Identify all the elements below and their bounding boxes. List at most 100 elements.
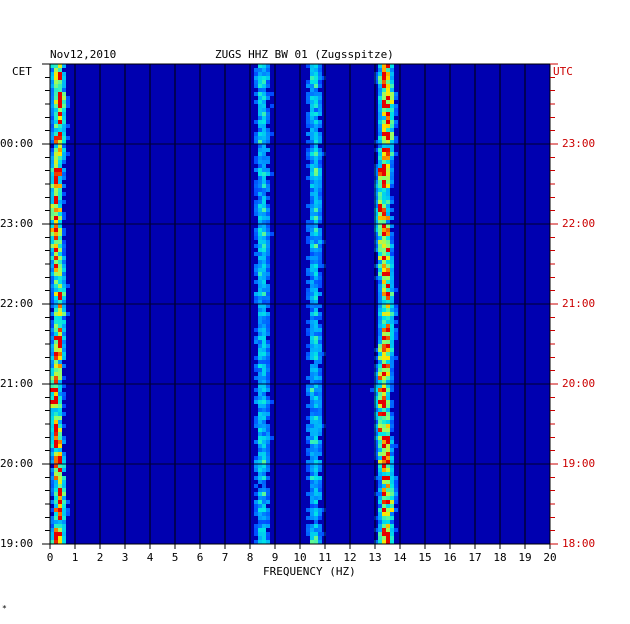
spectrogram-cell	[386, 236, 390, 240]
spectrogram-cell	[258, 80, 262, 84]
spectrogram-cell	[310, 376, 314, 380]
spectrogram-cell	[62, 392, 66, 396]
spectrogram-cell	[386, 356, 390, 360]
spectrogram-cell	[262, 268, 266, 272]
spectrogram-cell	[58, 360, 62, 364]
spectrogram-cell	[50, 272, 54, 276]
spectrogram-cell	[62, 480, 66, 484]
spectrogram-cell	[314, 76, 318, 80]
spectrogram-cell	[314, 476, 318, 480]
spectrogram-cell	[62, 272, 66, 276]
spectrogram-cell	[386, 448, 390, 452]
spectrogram-cell	[318, 416, 322, 420]
spectrogram-cell	[382, 180, 386, 184]
spectrogram-cell	[382, 416, 386, 420]
spectrogram-cell	[378, 232, 382, 236]
spectrogram-cell	[318, 328, 322, 332]
spectrogram-cell	[258, 384, 262, 388]
spectrogram-cell	[54, 208, 58, 212]
spectrogram-cell	[54, 460, 58, 464]
spectrogram-cell	[310, 280, 314, 284]
spectrogram-cell	[54, 388, 58, 392]
spectrogram-cell	[318, 192, 322, 196]
spectrogram-cell	[258, 148, 262, 152]
spectrogram-cell	[62, 436, 66, 440]
spectrogram-cell	[66, 508, 70, 512]
spectrogram-cell	[314, 528, 318, 532]
spectrogram-cell	[62, 216, 66, 220]
spectrogram-cell	[266, 380, 270, 384]
spectrogram-cell	[374, 428, 378, 432]
spectrogram-cell	[390, 196, 394, 200]
spectrogram-cell	[262, 88, 266, 92]
spectrogram-cell	[374, 224, 378, 228]
spectrogram-cell	[382, 392, 386, 396]
spectrogram-cell	[374, 236, 378, 240]
spectrogram-cell	[318, 380, 322, 384]
spectrogram-cell	[266, 400, 270, 404]
spectrogram-cell	[66, 512, 70, 516]
spectrogram-cell	[254, 340, 258, 344]
spectrogram-cell	[62, 168, 66, 172]
x-tick-label: 19	[518, 551, 532, 564]
spectrogram-cell	[62, 124, 66, 128]
spectrogram-cell	[390, 116, 394, 120]
spectrogram-cell	[390, 424, 394, 428]
spectrogram-cell	[254, 252, 258, 256]
spectrogram-cell	[318, 104, 322, 108]
spectrogram-cell	[314, 312, 318, 316]
spectrogram-cell	[386, 212, 390, 216]
spectrogram-cell	[390, 436, 394, 440]
spectrogram-cell	[58, 540, 62, 544]
spectrogram-cell	[374, 276, 378, 280]
spectrogram-cell	[386, 308, 390, 312]
spectrogram-cell	[54, 528, 58, 532]
spectrogram-cell	[50, 72, 54, 76]
spectrogram-cell	[314, 184, 318, 188]
spectrogram-cell	[378, 176, 382, 180]
spectrogram-cell	[382, 288, 386, 292]
spectrogram-cell	[314, 96, 318, 100]
spectrogram-cell	[262, 524, 266, 528]
spectrogram-cell	[54, 88, 58, 92]
spectrogram-cell	[378, 288, 382, 292]
x-axis-label: FREQUENCY (HZ)	[263, 565, 356, 578]
spectrogram-cell	[390, 528, 394, 532]
spectrogram-cell	[262, 292, 266, 296]
spectrogram-cell	[390, 360, 394, 364]
spectrogram-cell	[306, 528, 310, 532]
spectrogram-cell	[258, 372, 262, 376]
footer-mark: *	[2, 604, 7, 613]
spectrogram-cell	[58, 340, 62, 344]
spectrogram-cell	[50, 268, 54, 272]
spectrogram-cell	[310, 136, 314, 140]
spectrogram-cell	[58, 356, 62, 360]
spectrogram-cell	[62, 492, 66, 496]
spectrogram-cell	[258, 344, 262, 348]
spectrogram-cell	[314, 480, 318, 484]
spectrogram-cell	[382, 172, 386, 176]
spectrogram-cell	[58, 204, 62, 208]
spectrogram-cell	[266, 428, 270, 432]
spectrogram-cell	[254, 328, 258, 332]
spectrogram-cell	[310, 444, 314, 448]
spectrogram-cell	[378, 472, 382, 476]
spectrogram-cell	[258, 168, 262, 172]
spectrogram-cell	[62, 96, 66, 100]
spectrogram-cell	[266, 396, 270, 400]
spectrogram-cell	[382, 200, 386, 204]
spectrogram-cell	[58, 332, 62, 336]
spectrogram-cell	[62, 88, 66, 92]
spectrogram-cell	[310, 208, 314, 212]
spectrogram-cell	[382, 116, 386, 120]
spectrogram-cell	[58, 460, 62, 464]
spectrogram-cell	[262, 140, 266, 144]
spectrogram-cell	[310, 72, 314, 76]
spectrogram-cell	[386, 340, 390, 344]
spectrogram-cell	[386, 452, 390, 456]
spectrogram-cell	[382, 380, 386, 384]
spectrogram-cell	[50, 92, 54, 96]
spectrogram-cell	[386, 532, 390, 536]
spectrogram-cell	[306, 112, 310, 116]
spectrogram-cell	[310, 428, 314, 432]
